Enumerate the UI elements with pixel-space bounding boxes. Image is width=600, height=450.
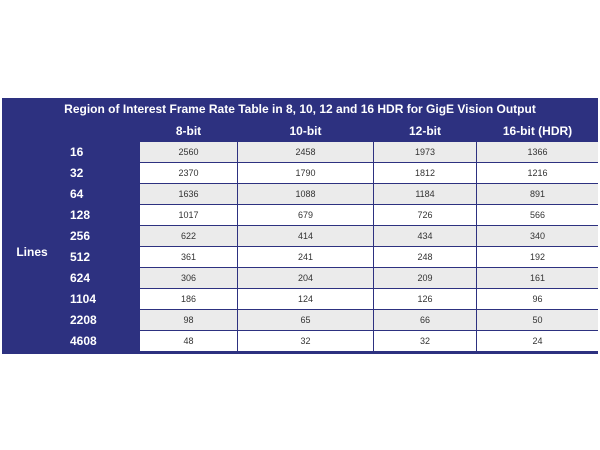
table-cell: 414	[238, 226, 373, 246]
table-title: Region of Interest Frame Rate Table in 8…	[64, 102, 536, 116]
table-cell: 124	[238, 289, 373, 309]
table-cell: 186	[140, 289, 237, 309]
table-cell: 726	[374, 205, 476, 225]
table-cell: 679	[238, 205, 373, 225]
table-cell: 161	[477, 268, 598, 288]
table-cell: 66	[374, 310, 476, 330]
table-cell: 1184	[374, 184, 476, 204]
table-cell: 32	[374, 331, 476, 351]
table-cell: 24	[477, 331, 598, 351]
table-cell: 204	[238, 268, 373, 288]
table-cell: 2560	[140, 142, 237, 162]
table-cell: 192	[477, 247, 598, 267]
table-cell: 2370	[140, 163, 237, 183]
table-cell: 1790	[238, 163, 373, 183]
lines-row-header: Lines	[16, 245, 48, 259]
table-cell: 1017	[140, 205, 237, 225]
table-cell: 126	[374, 289, 476, 309]
table-cell: 98	[140, 310, 237, 330]
row-label: 1104	[65, 289, 136, 309]
frame-rate-table: Region of Interest Frame Rate Table in 8…	[2, 98, 598, 354]
table-cell: 65	[238, 310, 373, 330]
table-cell: 241	[238, 247, 373, 267]
table-cell: 361	[140, 247, 237, 267]
table-cell: 340	[477, 226, 598, 246]
table-cell: 434	[374, 226, 476, 246]
table-cell: 209	[374, 268, 476, 288]
table-cell: 891	[477, 184, 598, 204]
row-label: 128	[65, 205, 136, 225]
row-label: 4608	[65, 331, 136, 351]
column-header: 8-bit	[175, 124, 202, 138]
table-cell: 50	[477, 310, 598, 330]
table-cell: 248	[374, 247, 476, 267]
row-label: 2208	[65, 310, 136, 330]
table-cell: 1636	[140, 184, 237, 204]
row-label: 32	[65, 163, 136, 183]
table-cell: 566	[477, 205, 598, 225]
table-cell: 1216	[477, 163, 598, 183]
table-cell: 1366	[477, 142, 598, 162]
table-cell: 306	[140, 268, 237, 288]
table-cell: 1973	[374, 142, 476, 162]
table-cell: 32	[238, 331, 373, 351]
table-cell: 1088	[238, 184, 373, 204]
table-cell: 1812	[374, 163, 476, 183]
table-cell: 2458	[238, 142, 373, 162]
column-header: 12-bit	[408, 124, 441, 138]
row-label: 512	[65, 247, 136, 267]
row-label: 64	[65, 184, 136, 204]
row-label: 16	[65, 142, 136, 162]
table-cell: 48	[140, 331, 237, 351]
column-header: 10-bit	[289, 124, 322, 138]
row-label: 624	[65, 268, 136, 288]
table-cell: 622	[140, 226, 237, 246]
column-header: 16-bit (HDR)	[502, 124, 573, 138]
row-label: 256	[65, 226, 136, 246]
table-cell: 96	[477, 289, 598, 309]
